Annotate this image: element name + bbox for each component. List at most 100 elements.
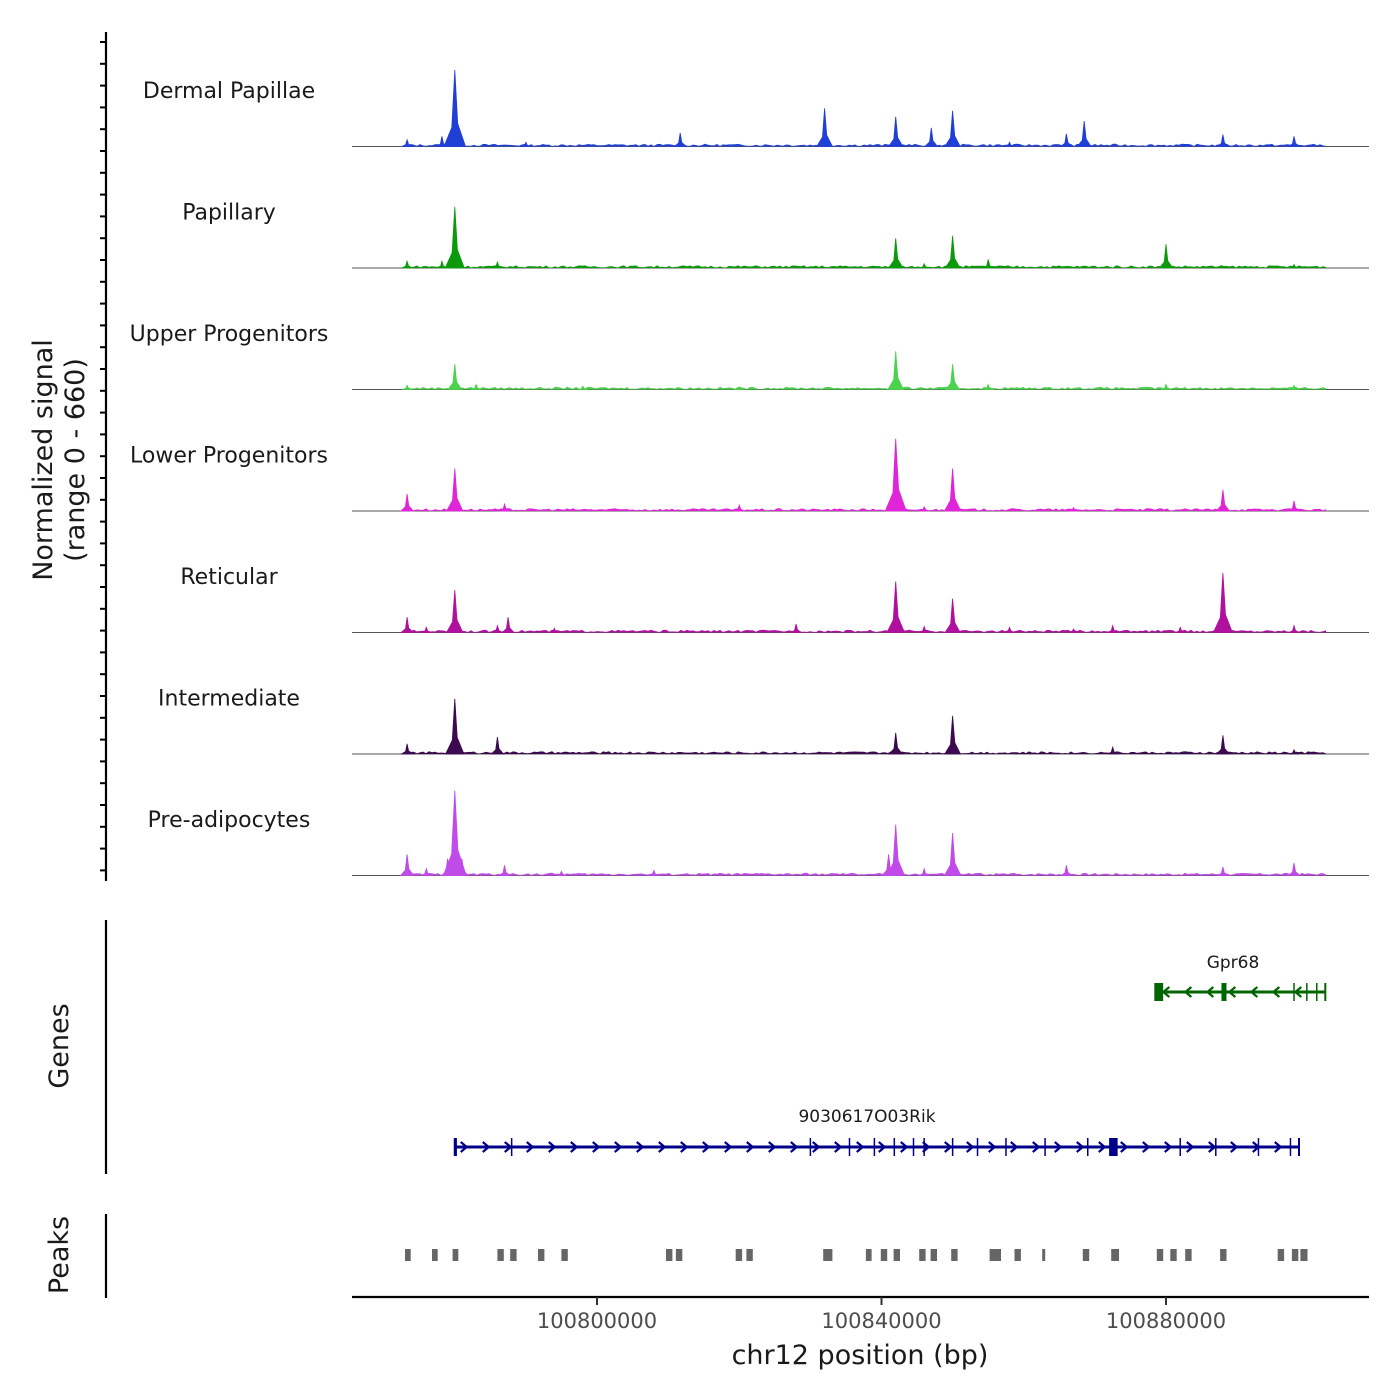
signal-peak (401, 138, 413, 147)
peak-region (497, 1249, 504, 1261)
signal-peak (1215, 134, 1230, 147)
strand-arrow (1120, 1141, 1129, 1153)
strand-arrow (1274, 1141, 1283, 1153)
signal-peak (454, 858, 469, 876)
peak-region (893, 1249, 900, 1261)
signal-peak (1004, 141, 1015, 147)
peak-region (880, 1249, 888, 1261)
signal-peak (888, 732, 903, 755)
signal-peak (1160, 383, 1172, 390)
strand-arrow (1205, 986, 1215, 998)
track-background-signal (404, 265, 1327, 268)
peak-region (1220, 1249, 1227, 1261)
signal-peak (944, 110, 961, 147)
track-label: Dermal Papillae (143, 79, 315, 104)
signal-peak (491, 624, 503, 633)
strand-arrow (1208, 1141, 1217, 1153)
strand-arrow (1293, 986, 1303, 998)
signal-peak (1287, 862, 1301, 876)
strand-arrow (504, 1141, 513, 1153)
strand-arrow (702, 1141, 711, 1153)
signal-peak (944, 715, 962, 755)
signal-peak (1287, 500, 1301, 512)
peak-region (746, 1249, 753, 1261)
signal-peak (445, 468, 464, 512)
track-label: Papillary (182, 201, 276, 226)
signal-peak (399, 493, 415, 512)
signal-peak (447, 363, 463, 390)
strand-arrow (570, 1141, 579, 1153)
signal-peak (918, 625, 930, 633)
track-background-signal (404, 629, 1327, 633)
signal-peak (577, 385, 589, 390)
strand-arrow (592, 1141, 601, 1153)
signal-peak (887, 116, 904, 147)
signal-peak (943, 468, 962, 512)
signal-peak (1068, 628, 1079, 633)
signal-peak (470, 383, 482, 390)
gene-1: 9030617O03Rik (453, 1107, 1301, 1156)
x-tick-label: 100880000 (1106, 1309, 1226, 1333)
signal-peak (886, 824, 906, 876)
signal-peak (399, 854, 415, 876)
peak-region (735, 1249, 743, 1261)
track-background-signal (404, 386, 1327, 390)
strand-arrow (460, 1141, 469, 1153)
x-axis-ticks: 100800000 100840000 100880000 (537, 1297, 1226, 1333)
signal-peak (1059, 865, 1074, 876)
signal-peak (918, 262, 930, 269)
signal-peak (445, 589, 464, 633)
peak-region (405, 1249, 411, 1261)
peak-region (1291, 1249, 1299, 1261)
strand-arrow (900, 1141, 909, 1153)
peak-region (989, 1249, 1001, 1261)
signal-peak (491, 260, 503, 269)
peak-region (951, 1249, 958, 1261)
strand-arrow (768, 1141, 777, 1153)
signal-peak (944, 598, 961, 633)
signal-peak (733, 503, 745, 512)
peak-regions (405, 1249, 1308, 1261)
peak-region (666, 1249, 673, 1261)
signal-peak (1076, 120, 1092, 147)
track-label: Reticular (180, 565, 278, 590)
signal-peak (1059, 133, 1074, 147)
strand-arrow (614, 1141, 623, 1153)
signal-peak (520, 141, 532, 147)
strand-arrow (966, 1141, 975, 1153)
signal-peak (420, 626, 432, 633)
strand-arrow (856, 1141, 865, 1153)
coverage-ylabel-line1: Normalized signal (28, 339, 59, 581)
track-5: Intermediate (158, 687, 1369, 755)
signal-peak (400, 617, 415, 633)
peak-region (1082, 1249, 1090, 1261)
strand-arrow (834, 1141, 843, 1153)
signal-peak (648, 869, 660, 876)
signal-peak (549, 627, 560, 633)
track-label: Lower Progenitors (130, 444, 328, 469)
peak-region (823, 1249, 833, 1261)
strand-arrow (1271, 986, 1281, 998)
signal-peak (401, 384, 413, 390)
gene-label: Gpr68 (1207, 953, 1260, 973)
signal-peak (1288, 384, 1300, 390)
strand-arrow (658, 1141, 667, 1153)
strand-arrow (1164, 1141, 1173, 1153)
signal-peak (918, 505, 930, 512)
track-1: Papillary (182, 201, 1369, 269)
track-background-signal (404, 143, 1327, 147)
signal-peak (1215, 489, 1231, 512)
signal-peak (1287, 136, 1301, 147)
signal-peak (1107, 745, 1119, 755)
peak-region (1156, 1249, 1164, 1261)
peak-region (1170, 1249, 1177, 1261)
strand-arrow (724, 1141, 733, 1153)
signal-peak (497, 865, 512, 876)
signal-peak (790, 623, 803, 633)
peak-region (919, 1249, 926, 1261)
signal-peak (1288, 624, 1300, 633)
signal-peak (1004, 626, 1015, 633)
peak-region (510, 1249, 517, 1261)
strand-arrow (1098, 1141, 1107, 1153)
x-tick-label: 100840000 (821, 1309, 941, 1333)
